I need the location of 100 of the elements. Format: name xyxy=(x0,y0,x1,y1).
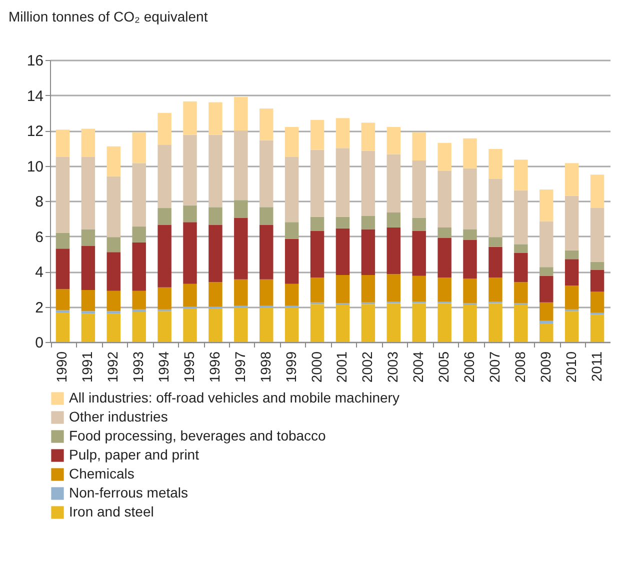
bar xyxy=(310,230,324,278)
bar xyxy=(183,205,197,222)
bar xyxy=(81,290,96,312)
bar xyxy=(386,126,401,154)
bar xyxy=(438,238,452,278)
legend-label: Food processing, beverages and tobacco xyxy=(69,428,326,444)
bar xyxy=(514,244,528,253)
bar xyxy=(183,101,197,135)
y-tick-label: 2 xyxy=(35,299,44,316)
x-tick-label: 2007 xyxy=(486,351,502,383)
bar xyxy=(208,308,222,342)
bar xyxy=(208,224,222,282)
bar xyxy=(412,160,426,218)
bar xyxy=(463,278,477,304)
bar xyxy=(412,276,426,302)
x-tick-label: 1990 xyxy=(54,351,70,383)
bar xyxy=(463,138,477,168)
x-tick-label: 2006 xyxy=(461,351,477,383)
y-tick-label: 6 xyxy=(35,228,44,246)
bar xyxy=(158,287,172,310)
bar xyxy=(81,311,96,314)
bar xyxy=(208,102,222,135)
x-tick-label: 2010 xyxy=(562,351,579,383)
bar xyxy=(361,122,376,151)
bar xyxy=(259,207,274,225)
bar xyxy=(106,237,121,252)
bar xyxy=(284,126,299,157)
bar xyxy=(590,208,604,262)
x-tick-label: 1992 xyxy=(104,351,121,383)
bar xyxy=(361,304,376,342)
y-tick-label: 8 xyxy=(35,194,44,210)
bar xyxy=(183,284,197,307)
bar xyxy=(336,275,350,304)
bar xyxy=(438,227,452,238)
bar xyxy=(564,196,579,250)
x-tick-label: 2005 xyxy=(436,351,452,383)
bar xyxy=(514,190,528,244)
bar xyxy=(158,112,172,145)
bar xyxy=(208,134,222,208)
y-tick-label: 4 xyxy=(35,264,44,281)
bar xyxy=(564,250,579,260)
bar xyxy=(539,190,554,222)
bar xyxy=(488,246,502,278)
bar xyxy=(234,130,248,200)
bar xyxy=(183,134,197,206)
bar xyxy=(56,232,70,249)
bar xyxy=(514,282,528,304)
bar xyxy=(488,237,502,247)
bar xyxy=(81,128,96,157)
bar xyxy=(463,168,477,230)
bar xyxy=(56,312,70,342)
y-tick-label: 0 xyxy=(35,334,44,352)
bar xyxy=(56,310,70,313)
bar xyxy=(539,302,554,321)
bar xyxy=(514,304,528,342)
bar xyxy=(208,282,222,307)
bar xyxy=(259,224,274,280)
bar xyxy=(386,303,401,342)
bar xyxy=(208,207,222,225)
legend-label: Pulp, paper and print xyxy=(69,446,200,462)
bar xyxy=(463,240,477,279)
bar xyxy=(310,120,324,150)
bar xyxy=(514,160,528,190)
bar xyxy=(336,148,350,217)
bar xyxy=(158,224,172,288)
bar xyxy=(106,311,121,314)
bar xyxy=(132,312,146,342)
bar xyxy=(132,226,146,242)
x-tick-label: 1998 xyxy=(257,351,274,383)
bar xyxy=(259,108,274,140)
bar xyxy=(183,222,197,284)
bar xyxy=(539,267,554,276)
bar xyxy=(361,150,376,216)
x-tick-label: 1997 xyxy=(232,351,248,383)
x-tick-label: 2008 xyxy=(512,351,528,383)
bar xyxy=(463,304,477,342)
bar xyxy=(361,229,376,276)
y-tick-label: 14 xyxy=(26,88,44,105)
x-tick-label: 2002 xyxy=(359,351,376,383)
bar xyxy=(132,132,146,164)
bar xyxy=(132,290,146,310)
x-tick-label: 2000 xyxy=(308,351,324,383)
bar xyxy=(81,314,96,342)
bar xyxy=(56,289,70,310)
bar xyxy=(590,174,604,208)
bar xyxy=(564,259,579,286)
bar xyxy=(488,303,502,342)
x-tick-label: 1999 xyxy=(282,351,299,383)
bar xyxy=(259,279,274,306)
bar xyxy=(106,146,121,176)
bar xyxy=(386,274,401,302)
bar xyxy=(81,156,96,230)
bar xyxy=(234,97,248,130)
x-tick-label: 2003 xyxy=(384,351,401,383)
bar xyxy=(132,163,146,227)
legend-label: All industries: off-road vehicles and mobile machinery xyxy=(69,390,400,406)
bar xyxy=(336,228,350,276)
bar xyxy=(106,314,121,342)
bar xyxy=(81,229,96,246)
legend-label: Non-ferrous metals xyxy=(69,484,188,500)
